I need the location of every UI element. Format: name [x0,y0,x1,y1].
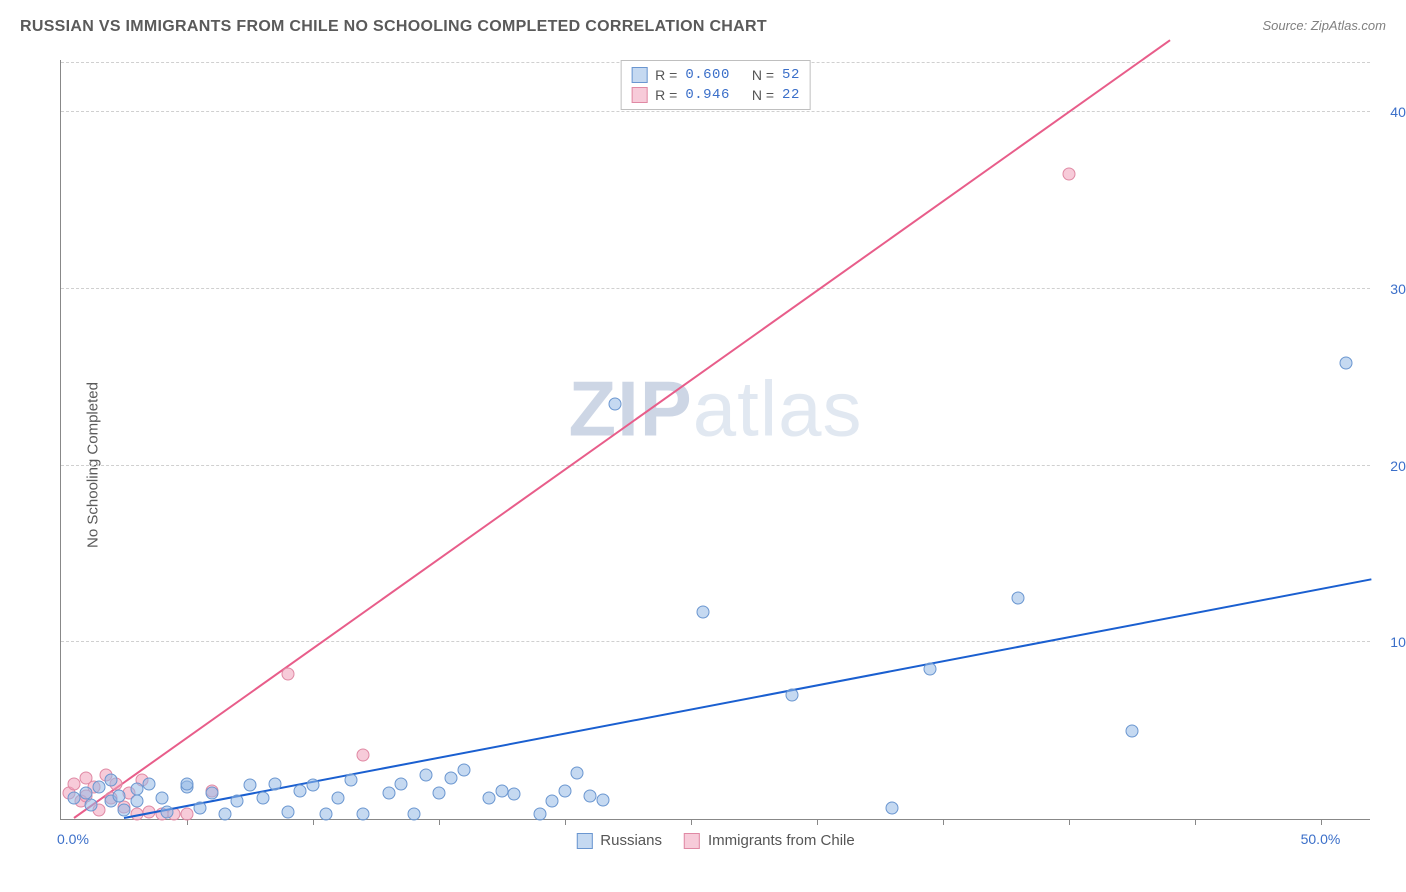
y-tick-label: 20.0% [1390,458,1406,474]
chile-point [1062,167,1075,180]
x-tick-label: 50.0% [1301,831,1341,847]
russians-point [483,791,496,804]
gridline [61,465,1370,466]
russians-point [130,782,143,795]
russians-point [80,786,93,799]
y-tick-label: 10.0% [1390,634,1406,650]
russians-point [1012,592,1025,605]
swatch-russians-icon [576,833,592,849]
russians-point [508,788,521,801]
correlation-legend: R = 0.600 N = 52 R = 0.946 N = 22 [620,60,811,110]
russians-point [332,791,345,804]
russians-point [407,807,420,820]
chart-title: RUSSIAN VS IMMIGRANTS FROM CHILE NO SCHO… [20,18,767,36]
russians-point [924,662,937,675]
russians-point [785,689,798,702]
russians-point [584,790,597,803]
russians-point [105,774,118,787]
y-tick-label: 40.0% [1390,104,1406,120]
russians-point [85,798,98,811]
russians-point [558,784,571,797]
russians-point [445,772,458,785]
gridline [61,641,1370,642]
x-tick [313,819,314,825]
x-tick [691,819,692,825]
x-tick [943,819,944,825]
plot-area: ZIPatlas R = 0.600 N = 52 R = 0.946 N = … [60,60,1370,820]
x-tick [817,819,818,825]
swatch-russians-icon [631,67,647,83]
chile-trendline [73,40,1170,819]
chile-point [281,668,294,681]
russians-point [571,767,584,780]
russians-point [357,807,370,820]
russians-point [112,790,125,803]
chart-container: No Schooling Completed ZIPatlas R = 0.60… [20,50,1386,880]
russians-point [193,802,206,815]
gridline [61,288,1370,289]
russians-point [92,781,105,794]
russians-point [206,786,219,799]
russians-point [218,807,231,820]
russians-point [306,779,319,792]
source-attribution: Source: ZipAtlas.com [1262,18,1386,33]
legend-item-chile: Immigrants from Chile [684,832,855,849]
series-legend: Russians Immigrants from Chile [576,832,854,849]
russians-point [180,777,193,790]
russians-point [495,784,508,797]
russians-point [344,774,357,787]
russians-point [382,786,395,799]
gridline [61,111,1370,112]
russians-point [395,777,408,790]
russians-point [1339,357,1352,370]
legend-row-chile: R = 0.946 N = 22 [631,85,800,105]
x-tick-label: 0.0% [57,831,89,847]
russians-point [697,606,710,619]
russians-point [319,807,332,820]
russians-point [294,784,307,797]
russians-point [67,791,80,804]
swatch-chile-icon [684,833,700,849]
russians-point [886,802,899,815]
russians-point [243,779,256,792]
x-tick [439,819,440,825]
russians-point [432,786,445,799]
russians-point [420,768,433,781]
x-tick [565,819,566,825]
x-tick [1195,819,1196,825]
chile-point [67,777,80,790]
russians-point [117,804,130,817]
russians-point [143,777,156,790]
russians-point [160,805,173,818]
y-tick-label: 30.0% [1390,281,1406,297]
russians-point [596,793,609,806]
x-tick [1069,819,1070,825]
russians-point [533,807,546,820]
russians-point [609,397,622,410]
russians-point [231,795,244,808]
x-tick [1321,819,1322,825]
chile-point [357,749,370,762]
russians-point [269,777,282,790]
russians-point [130,795,143,808]
chile-point [180,807,193,820]
russians-point [1125,724,1138,737]
russians-point [155,791,168,804]
russians-point [256,791,269,804]
russians-point [281,805,294,818]
legend-row-russians: R = 0.600 N = 52 [631,65,800,85]
legend-item-russians: Russians [576,832,662,849]
russians-point [546,795,559,808]
swatch-chile-icon [631,87,647,103]
russians-point [458,763,471,776]
